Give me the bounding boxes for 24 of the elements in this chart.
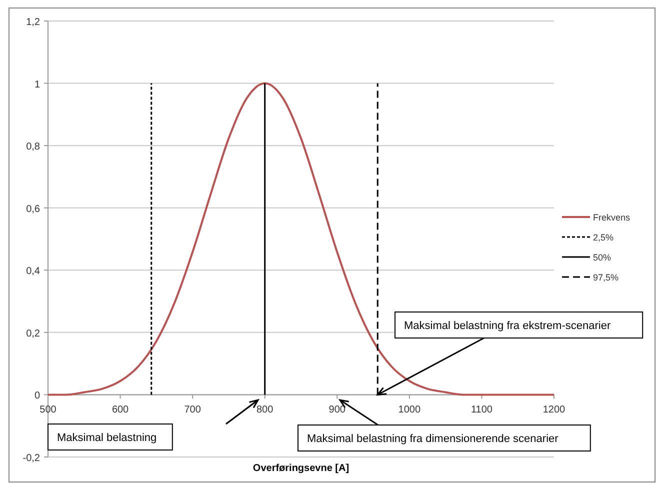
x-tick-label: 1100 bbox=[470, 404, 493, 416]
x-axis-title: Overføringsevne [A] bbox=[252, 463, 350, 474]
x-tick-label: 1200 bbox=[542, 404, 566, 416]
y-tick-label: 0 bbox=[34, 390, 40, 402]
legend-label: Frekvens bbox=[593, 212, 631, 222]
y-tick-label: 1,2 bbox=[26, 17, 40, 28]
x-tick-label: 500 bbox=[40, 404, 57, 416]
x-tick-label: 1000 bbox=[398, 404, 421, 416]
annotation: Maksimal belastning fra ekstrem-scenarier bbox=[404, 320, 611, 332]
x-tick-label: 900 bbox=[328, 404, 346, 416]
y-tick-label: -0,2 bbox=[22, 453, 40, 464]
legend-label: 2,5% bbox=[593, 232, 614, 242]
y-tick-label: 0,4 bbox=[26, 266, 40, 278]
x-tick-label: 800 bbox=[256, 404, 274, 416]
y-tick-label: 0,8 bbox=[26, 142, 40, 153]
y-tick-label: 0,2 bbox=[26, 328, 40, 340]
legend-label: 97,5% bbox=[593, 272, 619, 282]
y-tick-label: 0,6 bbox=[26, 204, 40, 215]
legend-label: 50% bbox=[593, 252, 612, 262]
annotation: Maksimal belastning bbox=[57, 432, 157, 444]
x-tick-label: 600 bbox=[112, 404, 130, 416]
x-tick-label: 700 bbox=[184, 404, 202, 416]
annotation: Maksimal belastning fra dimensionerende scenarier bbox=[307, 433, 559, 445]
y-tick-label: 1 bbox=[34, 79, 40, 90]
